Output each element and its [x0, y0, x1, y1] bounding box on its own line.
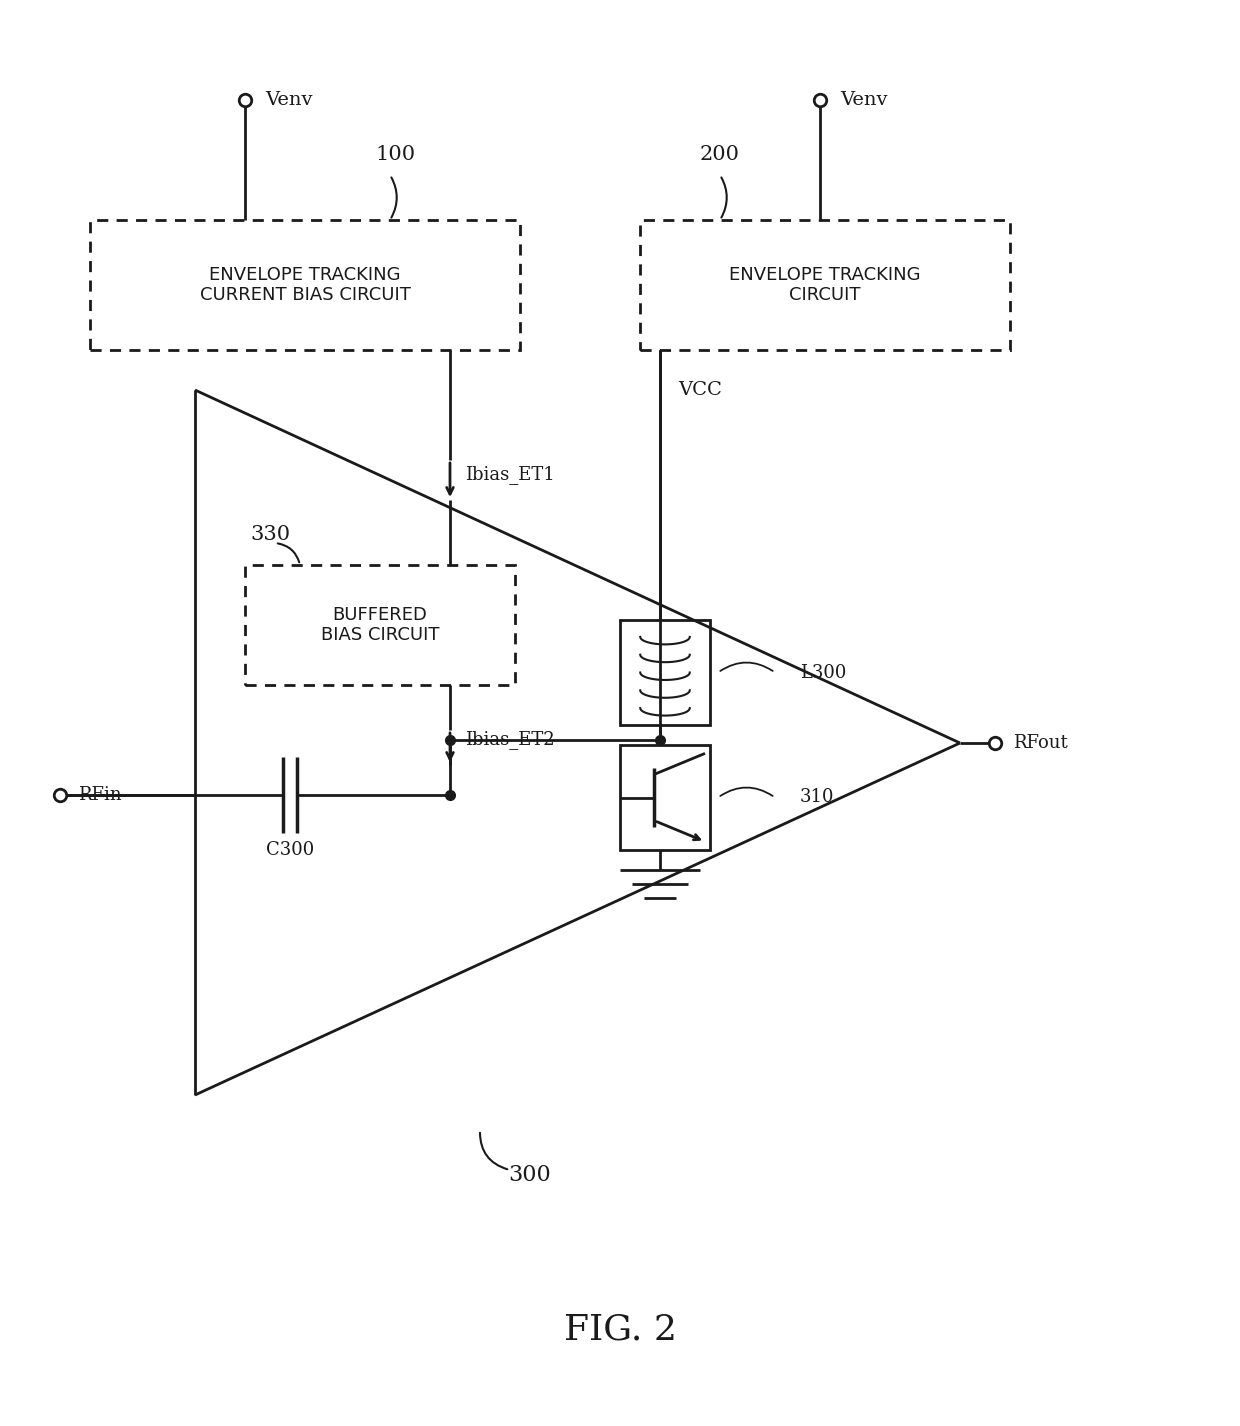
Bar	[91, 220, 520, 349]
Text: Ibias_ET2: Ibias_ET2	[465, 730, 554, 750]
Text: RFin: RFin	[78, 786, 122, 804]
Text: 310: 310	[800, 789, 835, 807]
Text: 100: 100	[374, 145, 415, 164]
Text: 330: 330	[250, 526, 290, 545]
Bar	[640, 220, 1011, 349]
Text: ENVELOPE TRACKING
CURRENT BIAS CIRCUIT: ENVELOPE TRACKING CURRENT BIAS CIRCUIT	[200, 265, 410, 304]
Text: ENVELOPE TRACKING
CIRCUIT: ENVELOPE TRACKING CIRCUIT	[729, 265, 921, 304]
Text: C300: C300	[265, 841, 314, 858]
Text: Ibias_ET1: Ibias_ET1	[465, 465, 554, 485]
Text: Venv: Venv	[839, 91, 888, 108]
Bar	[246, 565, 515, 684]
Text: FIG. 2: FIG. 2	[563, 1313, 677, 1348]
Bar	[620, 744, 711, 850]
Text: L300: L300	[800, 663, 847, 682]
Text: 200: 200	[701, 145, 740, 164]
Text: VCC: VCC	[678, 381, 722, 399]
Text: Venv: Venv	[265, 91, 312, 108]
Text: RFout: RFout	[1013, 734, 1068, 752]
Text: BUFFERED
BIAS CIRCUIT: BUFFERED BIAS CIRCUIT	[321, 606, 439, 645]
Text: 300: 300	[508, 1164, 552, 1186]
Bar	[620, 620, 711, 724]
